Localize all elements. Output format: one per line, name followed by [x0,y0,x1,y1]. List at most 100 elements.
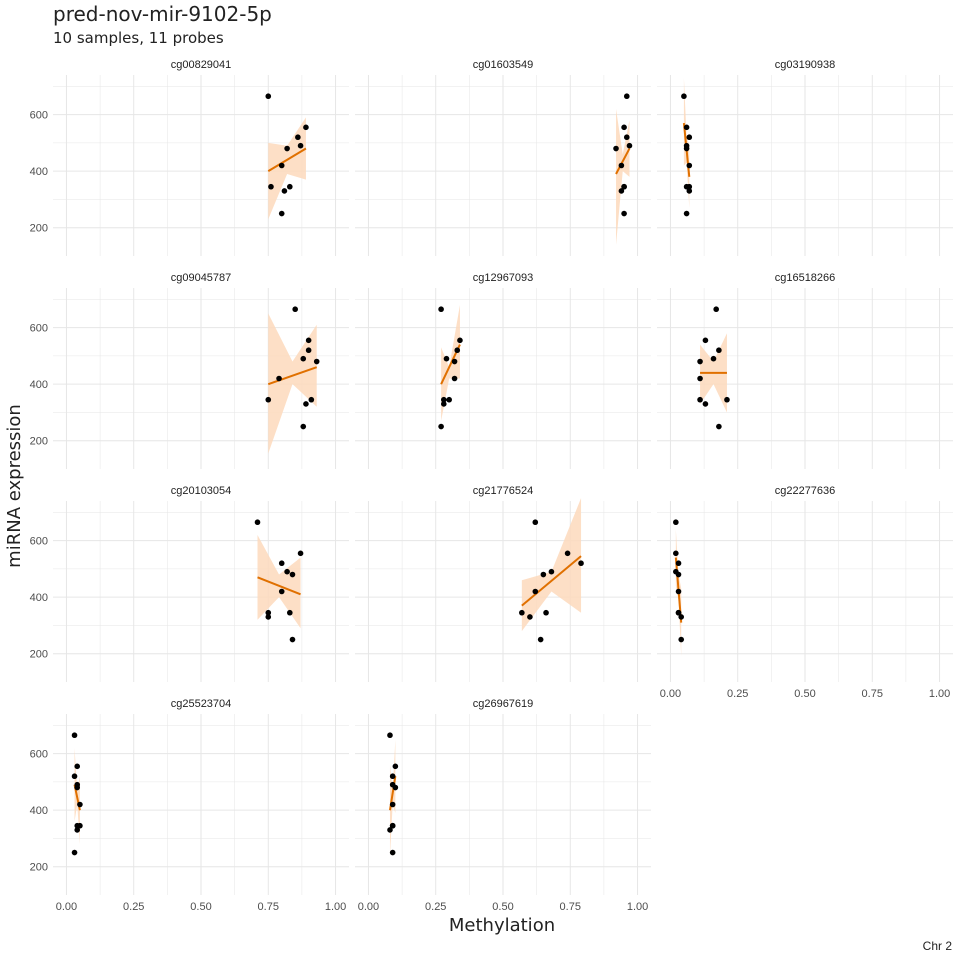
facet-panel: cg09045787 200 400 600 [30,272,349,469]
data-point [278,210,285,217]
data-point [287,609,293,616]
facet-strip-label: cg09045787 [171,272,232,284]
facet-strip-label: cg12967093 [473,272,534,284]
facet-panel: cg12967093 [355,272,651,469]
data-point [308,396,315,403]
data-point [454,347,461,354]
chart-title: pred-nov-mir-9102-5p [53,2,272,26]
data-point [713,306,719,313]
confidence-ribbon [257,534,301,629]
data-point [564,550,571,557]
data-point [74,763,81,770]
data-point [675,588,682,595]
data-point [613,145,619,152]
facet-strip-label: cg01603549 [473,59,534,71]
facet-strip-label: cg22277636 [775,485,836,497]
facet-panel: cg25523704 200 400 600 0.00 0.25 0.50 0.75 1.00 [30,698,349,913]
confidence-ribbon [616,108,630,245]
facet-panel: cg21776524 [355,485,651,682]
data-point [686,188,693,194]
facet-panel: cg03190938 [657,59,953,256]
y-tick-label: 600 [30,749,48,761]
fit-line [257,576,301,596]
data-point [278,588,285,595]
data-point [683,210,690,217]
data-point [284,568,290,575]
x-tick-label: 0.75 [560,901,581,913]
data-point [675,560,682,567]
data-point [438,306,444,313]
confidence-ribbon [268,117,306,220]
data-point [389,849,396,856]
data-point [77,822,83,829]
data-point [281,188,288,194]
confidence-ribbon [268,313,317,454]
data-point [527,614,533,620]
y-tick-label: 600 [30,536,48,548]
data-point [387,732,393,739]
data-point [278,560,285,567]
x-tick-label: 0.75 [862,688,883,700]
data-point [392,763,399,770]
data-point [389,773,396,780]
data-point [305,337,312,344]
data-point [451,375,458,382]
data-point [438,423,444,430]
confidence-ribbon [521,498,582,632]
data-point [675,571,682,578]
data-point [702,337,709,344]
x-tick-label: 1.00 [627,901,648,913]
facet-panel: cg20103054 200 400 600 [30,485,349,682]
data-point [284,145,290,152]
data-point [74,827,81,833]
data-point [300,355,307,362]
data-point [618,162,625,169]
data-point [519,609,525,616]
data-point [446,396,452,403]
data-point [265,93,272,100]
data-point [289,636,296,643]
x-tick-label: 1.00 [325,901,346,913]
fit-line [267,366,318,386]
data-point [297,142,304,149]
data-point [532,588,539,595]
facet-panel: cg26967619 0.00 0.25 0.50 0.75 1.00 [355,698,651,913]
y-tick-label: 400 [30,592,48,604]
fit-line [615,148,631,175]
facet-strip-label: cg16518266 [775,272,836,284]
data-point [686,162,693,169]
data-point [710,355,717,362]
data-point [451,358,458,365]
data-point [303,124,309,131]
data-point [389,801,396,808]
data-point [443,355,450,362]
y-axis-label: miRNA expression [4,404,25,568]
data-point [537,636,544,643]
data-point [673,519,679,526]
chart-caption: Chr 2 [923,939,953,953]
data-point [716,347,722,354]
y-tick-label: 200 [30,862,48,874]
fit-line [267,147,307,173]
y-tick-label: 200 [30,649,48,661]
y-tick-label: 400 [30,805,48,817]
data-point [254,519,261,526]
data-point [389,822,396,829]
x-axis-label: Methylation [449,915,555,936]
x-tick-label: 0.25 [123,901,144,913]
data-point [678,614,685,620]
x-tick-label: 0.00 [56,901,77,913]
y-tick-label: 200 [30,223,48,235]
data-point [292,306,298,313]
x-tick-label: 1.00 [929,688,950,700]
facet-panels: cg00829041 200 400 600 cg01603549 cg03190938 c… [30,59,953,913]
data-point [578,560,584,567]
data-point [265,614,272,620]
facet-strip-label: cg26967619 [473,698,534,710]
data-point [71,849,78,856]
data-point [300,423,307,430]
data-point [392,784,399,791]
data-point [702,401,709,407]
x-tick-label: 0.00 [358,901,379,913]
